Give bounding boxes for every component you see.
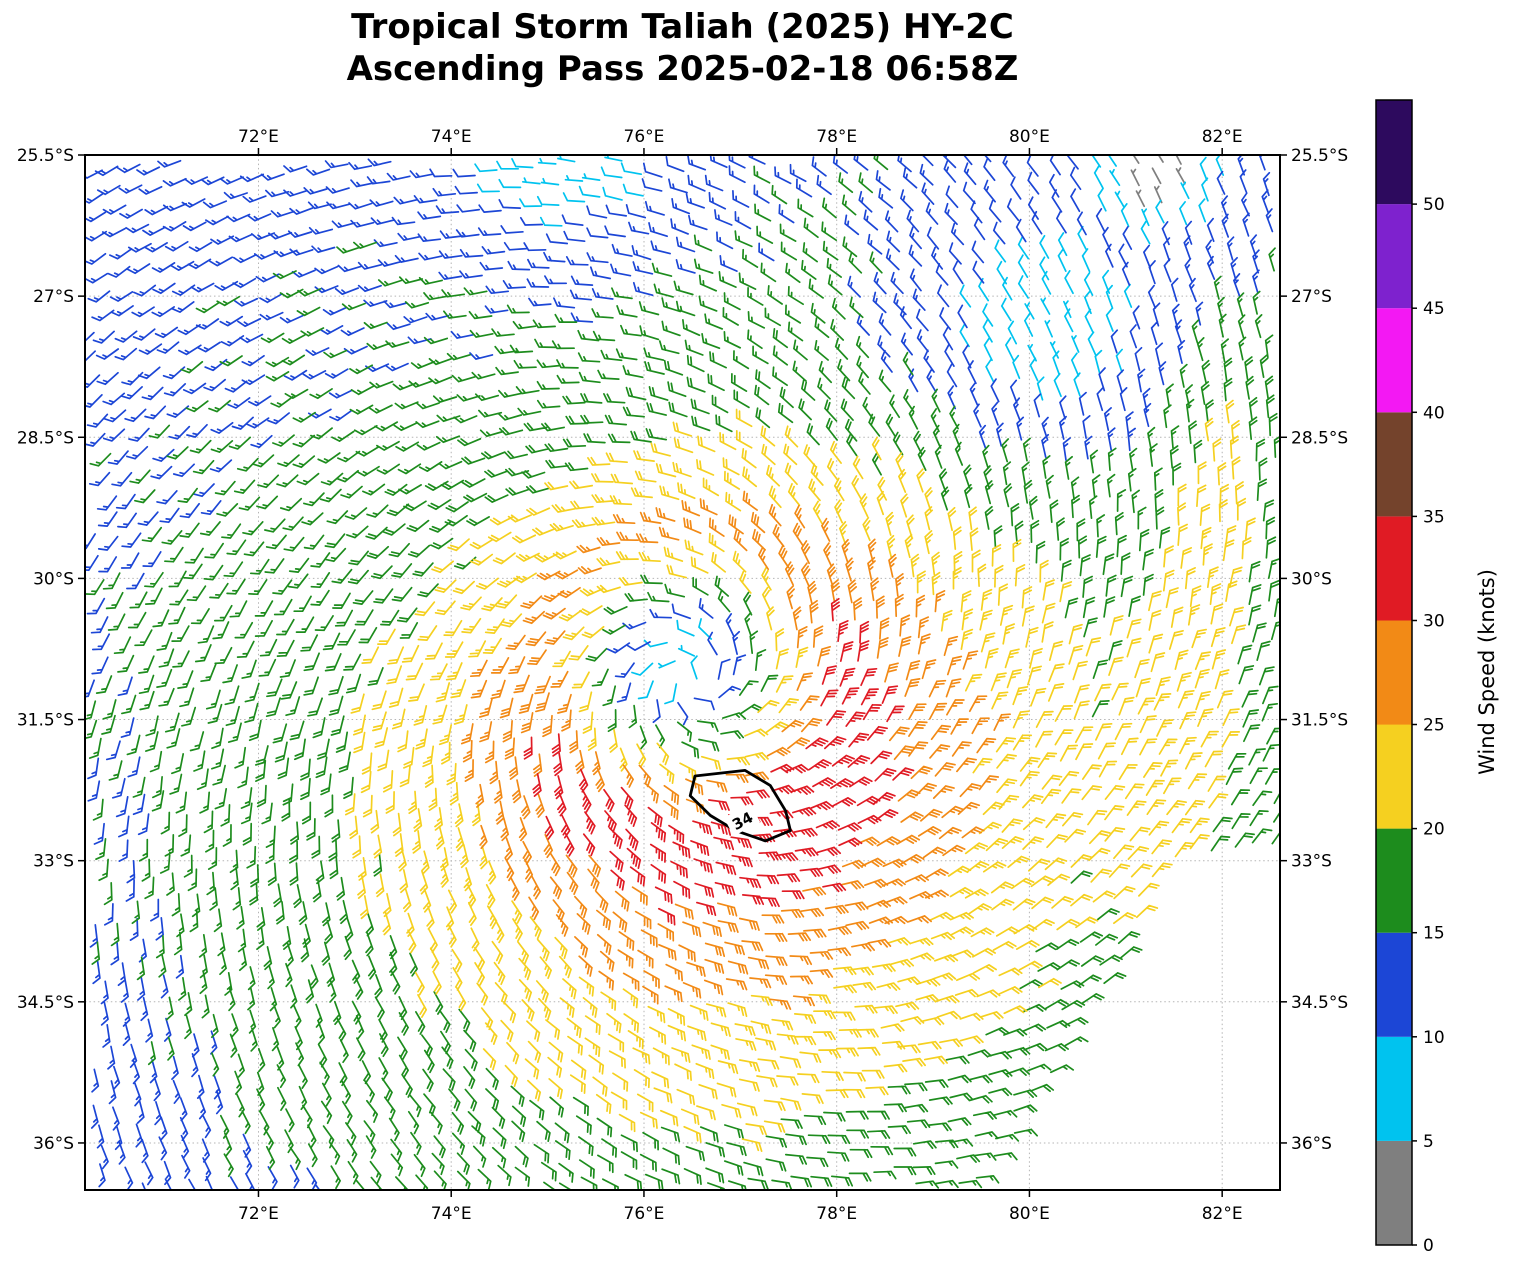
y-tick-label-right: 34.5°S xyxy=(1291,993,1348,1013)
wind-barb-layer-25-30kt xyxy=(460,490,1011,1010)
colorbar-segment xyxy=(1376,932,1412,1037)
axes: 72°E 72°E 74°E 74°E 76°E 76°E 78°E 78°E 80°E 80°E… xyxy=(17,127,1348,1224)
colorbar-segment xyxy=(1376,100,1412,205)
y-tick-label-left: 28.5°S xyxy=(17,428,74,448)
colorbar-outline xyxy=(1375,99,1413,1246)
wind-barb-layer-15-20kt xyxy=(85,155,1280,1190)
x-tick-label-top: 80°E xyxy=(1009,127,1050,147)
y-tick-label-left: 27°S xyxy=(33,287,74,307)
y-tick-label-right: 30°S xyxy=(1291,569,1332,589)
y-tick-label-right: 36°S xyxy=(1291,1134,1332,1154)
x-tick-label-top: 72°E xyxy=(238,127,279,147)
y-tick-label-left: 31.5°S xyxy=(17,711,74,731)
colorbar-segment xyxy=(1376,724,1412,829)
x-tick-label-top: 82°E xyxy=(1202,127,1243,147)
colorbar: 0 5 10 15 20 25 30 35 40 45 50 Wind Speed (knots) xyxy=(1375,99,1499,1256)
x-tick-label-bottom: 80°E xyxy=(1009,1204,1050,1224)
x-tick-label-top: 76°E xyxy=(624,127,665,147)
title-block: Tropical Storm Taliah (2025) HY-2C Ascen… xyxy=(85,6,1280,90)
x-tick-label-top: 78°E xyxy=(816,127,857,147)
colorbar-segment xyxy=(1376,1140,1412,1245)
colorbar-tick-label: 5 xyxy=(1423,1132,1434,1152)
colorbar-tick-label: 10 xyxy=(1423,1028,1445,1048)
y-tick-label-right: 33°S xyxy=(1291,852,1332,872)
x-tick-label-bottom: 74°E xyxy=(431,1204,472,1224)
colorbar-segment xyxy=(1376,204,1412,309)
plot-frame xyxy=(84,154,1281,1191)
chart-title: Tropical Storm Taliah (2025) HY-2C xyxy=(351,7,1014,47)
x-tick-label-bottom: 82°E xyxy=(1202,1204,1243,1224)
colorbar-tick-label: 50 xyxy=(1423,195,1445,215)
y-tick-label-right: 28.5°S xyxy=(1291,428,1348,448)
y-tick-label-left: 30°S xyxy=(33,569,74,589)
colorbar-segment xyxy=(1376,828,1412,933)
colorbar-segment xyxy=(1376,308,1412,413)
y-tick-label-left: 34.5°S xyxy=(17,993,74,1013)
colorbar-tick-label: 30 xyxy=(1423,612,1445,632)
colorbar-tick-label: 15 xyxy=(1423,924,1445,944)
colorbar-tick-label: 20 xyxy=(1423,820,1445,840)
colorbar-segment xyxy=(1376,620,1412,725)
colorbar-tick-label: 45 xyxy=(1423,299,1445,319)
colorbar-tick-label: 0 xyxy=(1423,1236,1434,1256)
wind-barb-layer-0-5kt xyxy=(1130,155,1186,208)
x-tick-label-bottom: 72°E xyxy=(238,1204,279,1224)
wind-barb-layer-30-35kt xyxy=(523,597,915,926)
colorbar-segment xyxy=(1376,412,1412,517)
y-tick-label-left: 36°S xyxy=(33,1134,74,1154)
y-tick-label-right: 27°S xyxy=(1291,287,1332,307)
y-tick-label-right: 25.5°S xyxy=(1291,146,1348,166)
y-tick-label-left: 25.5°S xyxy=(17,146,74,166)
x-tick-label-top: 74°E xyxy=(431,127,472,147)
wind-barb-layer-10-15kt xyxy=(85,155,1274,1190)
chart-subtitle: Ascending Pass 2025-02-18 06:58Z xyxy=(346,49,1019,89)
y-tick-label-right: 31.5°S xyxy=(1291,711,1348,731)
colorbar-segment xyxy=(1376,1036,1412,1141)
colorbar-tick-label: 40 xyxy=(1423,403,1445,423)
colorbar-segment xyxy=(1376,516,1412,621)
colorbar-axis-label: Wind Speed (knots) xyxy=(1475,569,1499,775)
x-tick-label-bottom: 76°E xyxy=(624,1204,665,1224)
wind-barbs xyxy=(85,155,1280,1190)
colorbar-tick-label: 25 xyxy=(1423,716,1445,736)
contour-34kt xyxy=(688,769,792,843)
x-tick-label-bottom: 78°E xyxy=(816,1204,857,1224)
wind-barb-layer-5-10kt xyxy=(474,155,1225,705)
contour-label-box xyxy=(723,803,761,837)
y-tick-label-left: 33°S xyxy=(33,852,74,872)
colorbar-tick-label: 35 xyxy=(1423,507,1445,527)
wind-barb-layer-20-25kt xyxy=(344,399,1256,1152)
